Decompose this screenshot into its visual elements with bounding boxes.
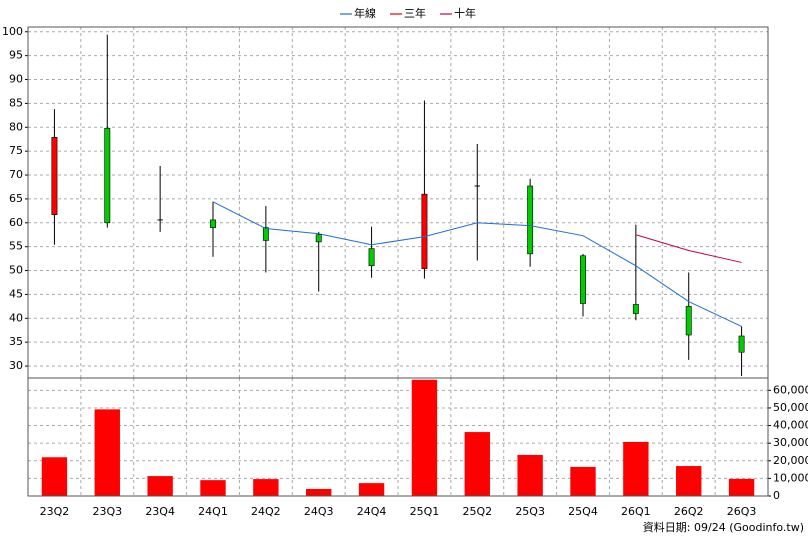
legend-label: 年線	[354, 6, 376, 20]
bar	[517, 454, 543, 496]
y-tick-label: 70	[9, 168, 23, 181]
bar	[358, 483, 385, 496]
candle-body	[738, 335, 745, 353]
bar	[147, 476, 173, 496]
y-tick-label: 45	[9, 287, 23, 300]
y-tick-label: 60	[9, 216, 23, 229]
candle-body	[368, 248, 375, 267]
bar	[411, 379, 438, 496]
y-tick-label: 80	[9, 120, 23, 133]
x-tick-label: 25Q3	[515, 505, 545, 518]
y2-tick-label: 50,000	[773, 401, 808, 414]
y-tick-label: 90	[9, 73, 23, 86]
candle-body	[632, 304, 639, 314]
x-tick-label: 23Q2	[40, 505, 70, 518]
y-tick-label: 40	[9, 311, 23, 324]
x-tick-label: 24Q4	[357, 505, 387, 518]
candle-body	[104, 127, 111, 224]
y-tick-label: 55	[9, 240, 23, 253]
y-tick-label: 65	[9, 192, 23, 205]
bar	[676, 466, 702, 496]
bar	[623, 441, 649, 496]
plot-frame	[27, 377, 769, 497]
y-tick-label: 30	[9, 359, 23, 372]
bar	[306, 488, 332, 496]
x-tick-label: 26Q3	[727, 505, 757, 518]
x-tick-label: 25Q2	[462, 505, 492, 518]
bar	[570, 466, 596, 496]
candle-body	[685, 306, 692, 336]
y-tick-label: 75	[9, 144, 23, 157]
bar	[200, 480, 226, 496]
y-tick-label: 50	[9, 264, 23, 277]
y-tick-label: 100	[2, 25, 23, 38]
legend-label: 十年	[454, 6, 476, 20]
line-series	[212, 201, 742, 327]
x-tick-label: 26Q1	[621, 505, 651, 518]
y-tick-label: 85	[9, 96, 23, 109]
x-tick-label: 23Q4	[145, 505, 175, 518]
line-series	[635, 234, 742, 263]
bar	[94, 409, 120, 496]
y2-tick-label: 30,000	[773, 436, 808, 449]
candle-body	[315, 234, 322, 243]
y2-tick-label: 60,000	[773, 383, 808, 396]
candle-body	[527, 185, 534, 255]
bar	[253, 479, 279, 496]
x-tick-label: 24Q1	[198, 505, 228, 518]
legend-label: 三年	[404, 6, 426, 20]
x-tick-label: 25Q1	[410, 505, 440, 518]
candle-body	[262, 227, 269, 241]
x-tick-label: 25Q4	[568, 505, 598, 518]
y2-tick-label: 40,000	[773, 419, 808, 432]
candle-body	[421, 193, 428, 269]
y2-tick-label: 0	[773, 489, 780, 502]
bar	[464, 432, 490, 496]
x-tick-label: 26Q2	[674, 505, 704, 518]
candle-body	[580, 255, 586, 304]
candle-body	[51, 137, 58, 215]
y-tick-label: 95	[9, 49, 23, 62]
y2-tick-label: 20,000	[773, 454, 808, 467]
candle-body	[210, 219, 216, 228]
x-tick-label: 24Q2	[251, 505, 281, 518]
bar	[728, 478, 755, 496]
bar	[41, 457, 68, 496]
x-tick-label: 24Q3	[304, 505, 334, 518]
y-tick-label: 35	[9, 335, 23, 348]
y2-tick-label: 10,000	[773, 471, 808, 484]
source-note: 資料日期: 09/24 (Goodinfo.tw)	[643, 520, 804, 534]
x-tick-label: 23Q3	[92, 505, 122, 518]
